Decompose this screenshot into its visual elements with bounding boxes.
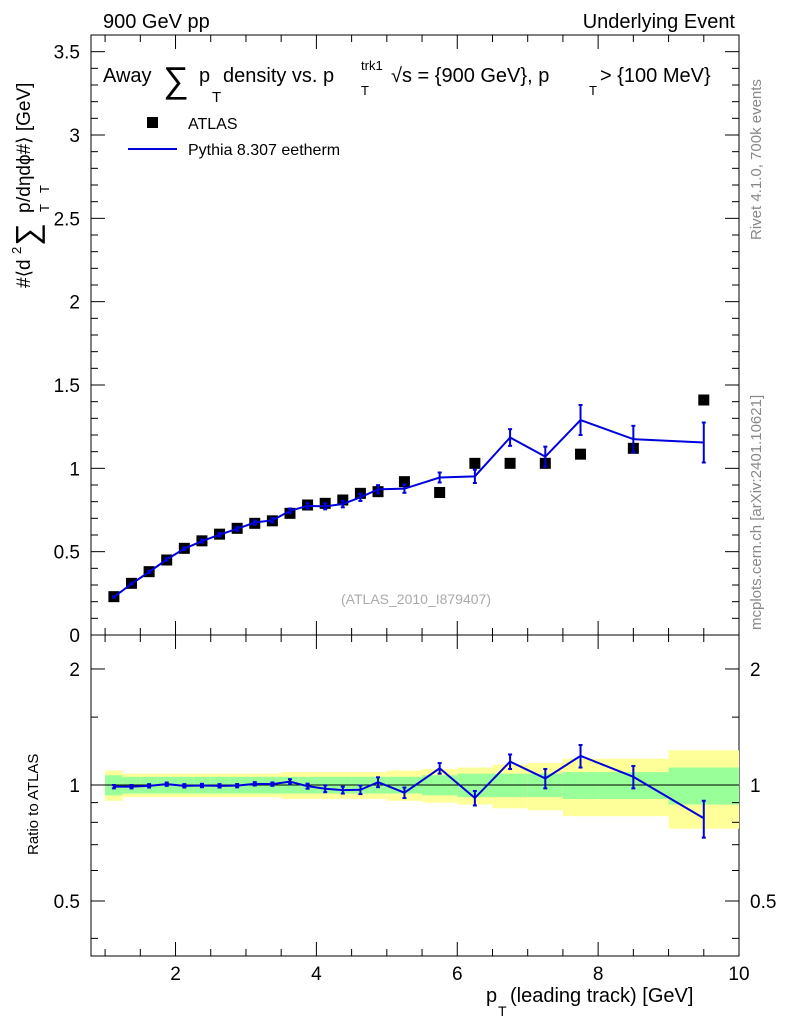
x-tick-label: 4: [311, 964, 322, 985]
data-point: [504, 457, 516, 469]
main-y-tick-label: 1: [69, 459, 80, 480]
ylabel-sum: ∑: [9, 223, 45, 246]
main-mc-series: [111, 404, 706, 599]
ratio-y-tick-label-right: 1: [750, 776, 761, 797]
main-y-tick-label: 3: [69, 126, 80, 147]
ratio-band-inner: [668, 767, 739, 805]
title-prefix: Away: [103, 65, 152, 87]
x-tick-label: 2: [170, 964, 181, 985]
ylabel-sub-t1: T: [37, 204, 52, 212]
main-y-tick-label: 2: [69, 293, 80, 314]
ratio-y-tick-label: 2: [69, 660, 80, 681]
data-point: [434, 487, 446, 498]
ratio-uncertainty-bands: [105, 750, 739, 829]
title-t-sub: T: [212, 89, 221, 106]
data-point: [398, 476, 410, 488]
ylabel-sub-t2: T: [37, 185, 52, 193]
main-y-axis-label: #⟨d 2 ∑ p T /dηdϕ#⟩ [GeV] T: [9, 83, 52, 288]
x-tick-label: 6: [452, 964, 463, 985]
mc-line: [113, 418, 704, 598]
ratio-mc-line: [113, 754, 705, 820]
x-tick-label: 8: [593, 964, 604, 985]
legend-data-marker: [147, 117, 158, 128]
mcplots-side-label: mcplots.cern.ch [arXiv:2401.10621]: [748, 395, 765, 630]
xlabel-p: p: [486, 985, 497, 1007]
header-left-label: 900 GeV pp: [103, 11, 210, 33]
title-suffix: > {100 MeV}: [600, 65, 711, 87]
legend-data-label: ATLAS: [188, 116, 238, 133]
x-tick-label: 10: [728, 964, 749, 985]
main-y-tick-label: 3.5: [54, 43, 80, 64]
main-y-tick-label: 2.5: [54, 209, 80, 230]
ratio-mc-series: [111, 743, 706, 839]
title-sum-symbol: ∑: [163, 59, 189, 100]
main-y-tick-label: 0: [69, 626, 80, 647]
title-sqrt: √s = {900 GeV}, p: [391, 65, 549, 87]
ratio-y-tick-label: 1: [69, 776, 80, 797]
ratio-y-tick-label-right: 2: [750, 660, 761, 681]
xlabel-sub: T: [498, 1003, 507, 1019]
header-right-label: Underlying Event: [583, 11, 736, 33]
title-trk1-sup: trk1: [361, 58, 383, 73]
x-axis-label: p T (leading track) [GeV]: [486, 985, 693, 1019]
ratio-axis-ticks: [91, 635, 740, 956]
main-data-markers: [108, 394, 710, 603]
main-y-tick-labels: 0 0.5 1 1.5 2 2.5 3 3.5: [54, 43, 80, 647]
main-plot-title: Away ∑ p T density vs. p trk1 T √s = {90…: [103, 58, 711, 106]
data-point: [698, 394, 710, 406]
title-p: p: [199, 65, 210, 87]
ratio-band-inner: [562, 772, 599, 799]
legend: ATLAS Pythia 8.307 eetherm: [128, 116, 340, 159]
legend-mc-label: Pythia 8.307 eetherm: [188, 142, 340, 159]
main-y-tick-label: 1.5: [54, 376, 80, 397]
analysis-watermark: (ATLAS_2010_I879407): [341, 591, 491, 607]
ratio-y-tick-label: 0.5: [54, 892, 80, 913]
main-y-tick-label: 0.5: [54, 543, 80, 564]
data-point: [575, 448, 587, 460]
main-axis-ticks: [91, 34, 740, 636]
ratio-y-tick-label-right: 0.5: [750, 892, 776, 913]
ylabel-p: p: [14, 202, 35, 213]
ratio-y-axis-label: Ratio to ATLAS: [25, 754, 42, 855]
ylabel-prefix: #⟨d: [14, 259, 35, 288]
ylabel-mid: /dηdϕ#⟩ [GeV]: [14, 83, 35, 202]
xlabel-rest: (leading track) [GeV]: [510, 985, 693, 1007]
data-point: [469, 457, 481, 469]
title-trk1-sub: T: [361, 83, 369, 98]
ylabel-sup2: 2: [9, 247, 24, 254]
title-pt-sub: T: [589, 83, 597, 98]
title-middle: density vs. p: [223, 65, 334, 87]
ratio-y-tick-labels: 0.5 0.5 1 1 2 2: [54, 660, 777, 913]
x-tick-labels: 2 4 6 8 10: [170, 964, 749, 985]
rivet-side-label: Rivet 4.1.0, 700k events: [748, 79, 765, 240]
